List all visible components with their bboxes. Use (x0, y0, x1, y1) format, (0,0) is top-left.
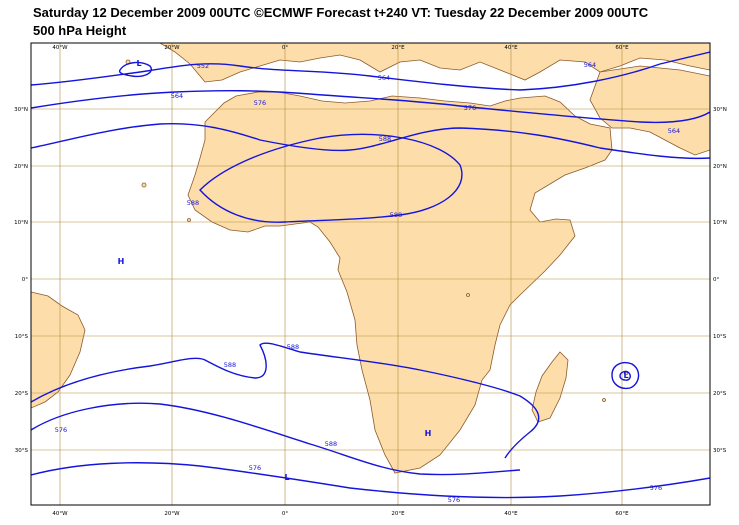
contour-label: 588 (287, 343, 299, 351)
lat-label-left: 30°N (14, 107, 28, 113)
lon-label-bottom: 40°W (52, 511, 68, 517)
contour-line (199, 133, 463, 223)
contour-label: 588 (379, 135, 391, 143)
contour-label: 552 (197, 62, 209, 70)
contour-label: 564 (378, 74, 390, 82)
high-pressure-label: H (118, 257, 125, 266)
lon-label-top: 60°E (615, 45, 629, 51)
lat-label-right: 20°S (713, 391, 727, 397)
contour-label: 564 (584, 61, 596, 69)
lon-label-top: 20°W (164, 45, 180, 51)
island (187, 218, 191, 222)
lon-label-bottom: 20°E (391, 511, 405, 517)
contour-label: 588 (325, 440, 337, 448)
contour-line (31, 462, 710, 499)
chart-title-line2: 500 hPa Height (33, 23, 127, 38)
contour-label: 564 (668, 127, 680, 135)
longitude-labels: 40°W 20°W 0° 20°E 40°E 60°E 40°W 20°W 0°… (52, 45, 629, 517)
contour-label: 576 (254, 99, 266, 107)
contour-label: 576 (464, 104, 476, 112)
lat-label-left: 20°S (15, 391, 29, 397)
height-contours (31, 51, 710, 499)
lat-label-left: 30°S (15, 448, 29, 454)
lat-label-right: 20°N (713, 164, 727, 170)
lon-label-bottom: 60°E (615, 511, 629, 517)
lat-label-right: 30°S (713, 448, 727, 454)
low-pressure-label: L (284, 473, 289, 482)
lat-label-right: 10°S (713, 334, 727, 340)
contour-value-labels: 552 564 576 588 588 564 576 588 588 588 … (55, 61, 680, 504)
europe-landmass (159, 43, 710, 83)
lat-label-right: 0° (713, 277, 719, 283)
lon-label-top: 20°E (391, 45, 405, 51)
graticule (31, 43, 710, 505)
contour-label: 576 (650, 484, 662, 492)
chart-title-line1: Saturday 12 December 2009 00UTC ©ECMWF F… (33, 5, 649, 20)
contour-line (611, 361, 640, 390)
contour-label: 576 (448, 496, 460, 504)
contour-line (619, 370, 631, 381)
latitude-labels: 30°N 20°N 10°N 0° 10°S 20°S 30°S 30°N 20… (14, 107, 727, 454)
island (602, 398, 606, 402)
contour-label: 576 (55, 426, 67, 434)
lon-label-top: 40°W (52, 45, 68, 51)
lat-label-left: 10°N (14, 220, 28, 226)
island (141, 182, 147, 188)
high-pressure-label: H (425, 429, 432, 438)
map-frame (30, 42, 711, 506)
low-pressure-label: L (623, 371, 628, 380)
contour-line (31, 89, 710, 124)
contour-label: 588 (224, 361, 236, 369)
lat-label-left: 10°S (15, 334, 29, 340)
contour-label: 564 (171, 92, 183, 100)
lat-label-left: 0° (22, 277, 28, 283)
lon-label-bottom: 20°W (164, 511, 180, 517)
lon-label-top: 0° (282, 45, 288, 51)
contour-label: 588 (187, 199, 199, 207)
contour-line (31, 402, 521, 476)
lon-label-bottom: 40°E (504, 511, 518, 517)
low-pressure-label: L (136, 59, 141, 68)
contour-line (31, 51, 710, 91)
contour-label: 588 (390, 211, 402, 219)
africa-landmass (187, 91, 613, 474)
contour-label: 576 (249, 464, 261, 472)
contour-line (31, 122, 710, 160)
lat-label-right: 30°N (713, 107, 727, 113)
lon-label-bottom: 0° (282, 511, 288, 517)
island (466, 293, 470, 297)
south-america-landmass (31, 291, 86, 409)
lat-label-right: 10°N (713, 220, 727, 226)
contour-line (118, 61, 152, 78)
pressure-centers: L H H L L (118, 59, 629, 482)
contour-line (31, 342, 540, 459)
lon-label-top: 40°E (504, 45, 518, 51)
lat-label-left: 20°N (14, 164, 28, 170)
